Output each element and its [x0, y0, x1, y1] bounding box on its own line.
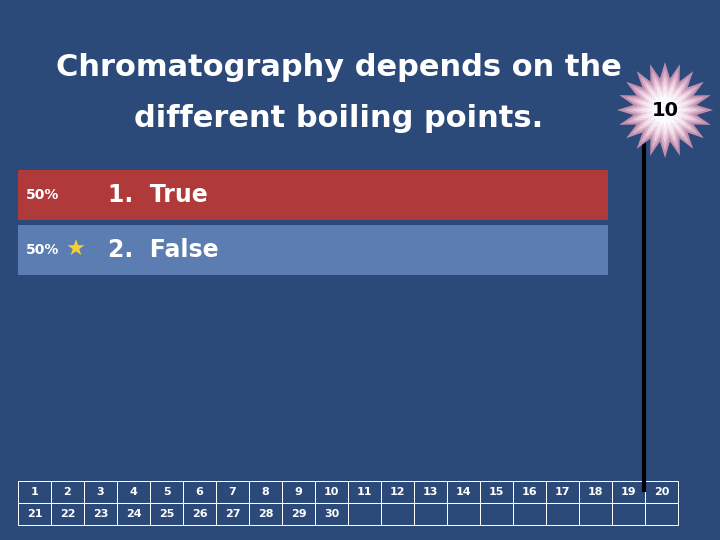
Text: 29: 29 [291, 509, 306, 519]
Text: 7: 7 [229, 487, 236, 497]
Text: 3: 3 [96, 487, 104, 497]
Text: 2.  False: 2. False [108, 238, 219, 262]
FancyBboxPatch shape [183, 503, 216, 525]
Text: 9: 9 [294, 487, 302, 497]
Text: 16: 16 [522, 487, 537, 497]
Text: 19: 19 [621, 487, 636, 497]
FancyBboxPatch shape [18, 481, 51, 503]
FancyBboxPatch shape [546, 503, 579, 525]
FancyBboxPatch shape [84, 503, 117, 525]
Text: 50%: 50% [26, 243, 59, 257]
FancyBboxPatch shape [579, 503, 612, 525]
FancyBboxPatch shape [315, 503, 348, 525]
FancyBboxPatch shape [348, 503, 381, 525]
Text: 30: 30 [324, 509, 339, 519]
FancyBboxPatch shape [612, 481, 645, 503]
FancyBboxPatch shape [150, 503, 183, 525]
Text: different boiling points.: different boiling points. [134, 104, 543, 133]
FancyBboxPatch shape [150, 481, 183, 503]
FancyBboxPatch shape [645, 503, 678, 525]
FancyBboxPatch shape [117, 481, 150, 503]
Text: 22: 22 [60, 509, 76, 519]
Polygon shape [617, 62, 713, 158]
Text: 1: 1 [31, 487, 38, 497]
Text: 24: 24 [126, 509, 141, 519]
Text: 21: 21 [27, 509, 42, 519]
FancyBboxPatch shape [414, 481, 447, 503]
Text: 25: 25 [159, 509, 174, 519]
FancyBboxPatch shape [117, 503, 150, 525]
FancyBboxPatch shape [381, 503, 414, 525]
Text: 11: 11 [356, 487, 372, 497]
Polygon shape [647, 92, 683, 128]
Text: ★: ★ [66, 240, 86, 260]
Text: 27: 27 [225, 509, 240, 519]
Text: 50%: 50% [26, 188, 59, 202]
Text: 6: 6 [196, 487, 204, 497]
Text: 17: 17 [554, 487, 570, 497]
FancyBboxPatch shape [216, 503, 249, 525]
FancyBboxPatch shape [315, 481, 348, 503]
FancyBboxPatch shape [51, 503, 84, 525]
Text: 23: 23 [93, 509, 108, 519]
Text: 1.  True: 1. True [108, 183, 208, 207]
Text: 15: 15 [489, 487, 504, 497]
Polygon shape [639, 84, 691, 137]
Text: Chromatography depends on the: Chromatography depends on the [55, 53, 621, 82]
FancyBboxPatch shape [51, 481, 84, 503]
FancyBboxPatch shape [18, 503, 51, 525]
Text: 18: 18 [588, 487, 603, 497]
FancyBboxPatch shape [645, 481, 678, 503]
FancyBboxPatch shape [447, 481, 480, 503]
FancyBboxPatch shape [480, 481, 513, 503]
FancyBboxPatch shape [249, 503, 282, 525]
Text: 8: 8 [261, 487, 269, 497]
FancyBboxPatch shape [579, 481, 612, 503]
FancyBboxPatch shape [183, 481, 216, 503]
Text: 14: 14 [456, 487, 472, 497]
FancyBboxPatch shape [18, 170, 608, 220]
FancyBboxPatch shape [546, 481, 579, 503]
FancyBboxPatch shape [282, 481, 315, 503]
FancyBboxPatch shape [414, 503, 447, 525]
Text: 12: 12 [390, 487, 405, 497]
FancyBboxPatch shape [447, 503, 480, 525]
Polygon shape [624, 69, 706, 151]
Text: 26: 26 [192, 509, 207, 519]
Text: 10: 10 [324, 487, 339, 497]
FancyBboxPatch shape [84, 481, 117, 503]
Text: 4: 4 [130, 487, 138, 497]
Text: 20: 20 [654, 487, 669, 497]
FancyBboxPatch shape [249, 481, 282, 503]
FancyBboxPatch shape [513, 503, 546, 525]
FancyBboxPatch shape [282, 503, 315, 525]
Text: 28: 28 [258, 509, 274, 519]
Text: 13: 13 [423, 487, 438, 497]
FancyBboxPatch shape [216, 481, 249, 503]
Polygon shape [631, 76, 698, 144]
FancyBboxPatch shape [381, 481, 414, 503]
FancyBboxPatch shape [480, 503, 513, 525]
FancyBboxPatch shape [513, 481, 546, 503]
Text: 10: 10 [652, 100, 678, 119]
FancyBboxPatch shape [18, 225, 608, 275]
Text: 2: 2 [63, 487, 71, 497]
Text: 5: 5 [163, 487, 171, 497]
FancyBboxPatch shape [348, 481, 381, 503]
FancyBboxPatch shape [612, 503, 645, 525]
